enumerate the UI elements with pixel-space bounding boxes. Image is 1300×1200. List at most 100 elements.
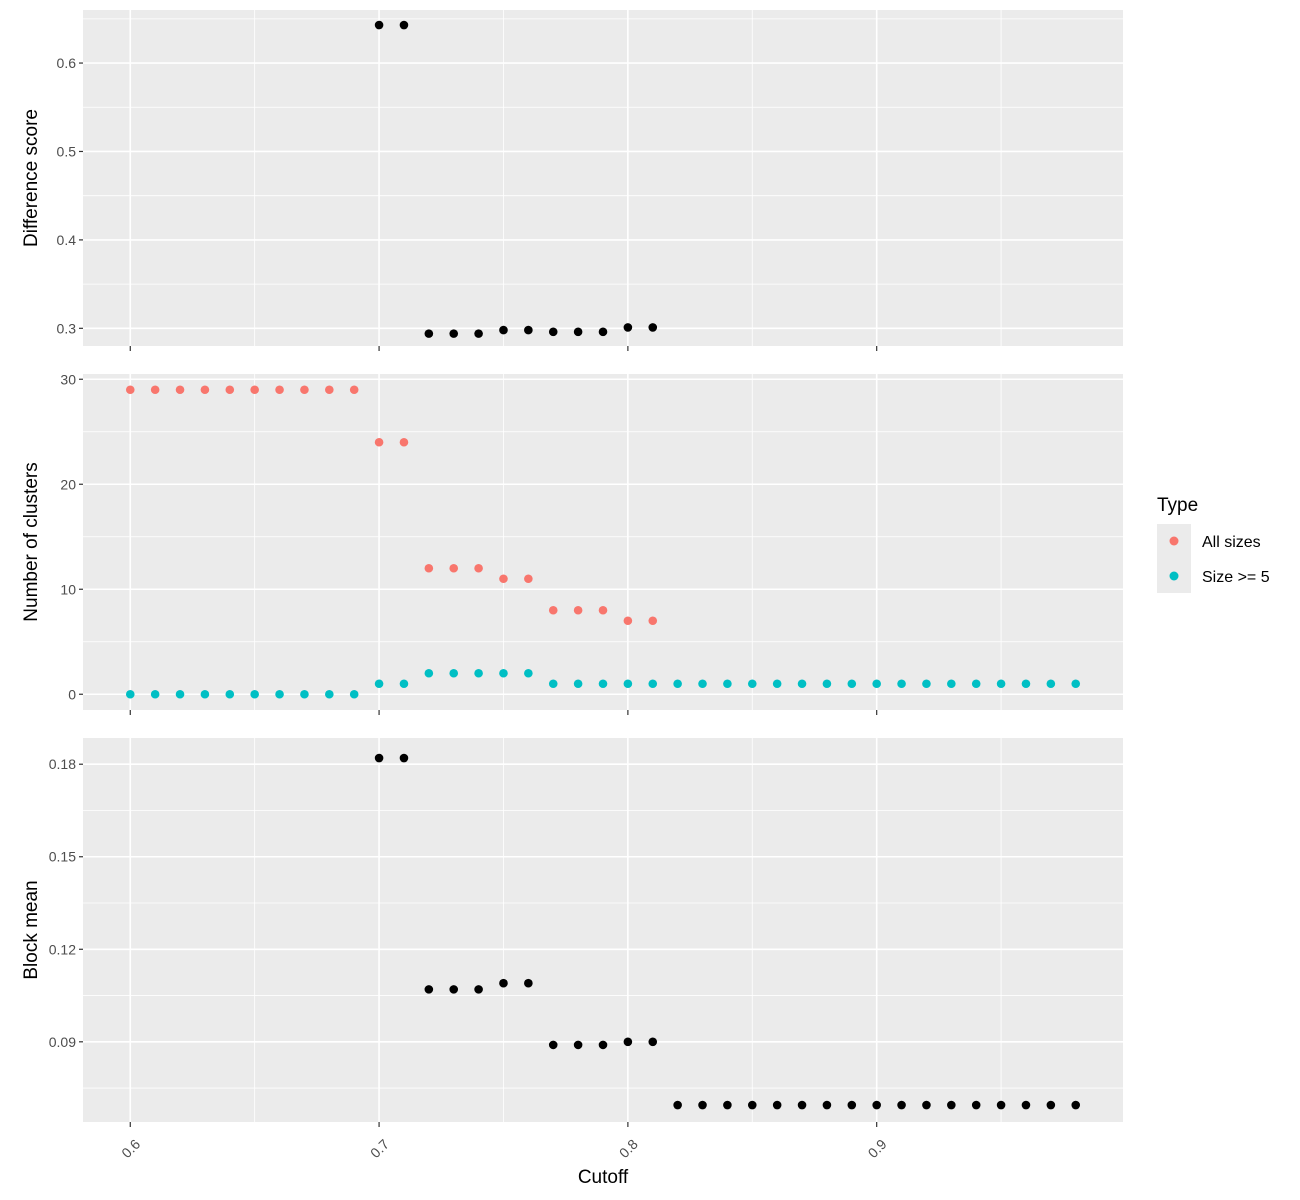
data-point-series bbox=[623, 323, 633, 332]
data-point-size-5 bbox=[175, 689, 185, 699]
data-point-all-sizes bbox=[349, 385, 359, 395]
y-tick-label: 0.15 bbox=[49, 849, 76, 865]
data-point-size-5 bbox=[1071, 679, 1081, 689]
data-point-series bbox=[524, 978, 533, 988]
data-point-size-5 bbox=[125, 689, 135, 699]
data-point-all-sizes bbox=[125, 385, 135, 395]
panel-bottom: 0.09 0.12 0.15 0.18 Block mean 0.6 0.7 0.8 0.9 bbox=[21, 738, 1123, 1161]
data-point-all-sizes bbox=[225, 385, 235, 395]
panel-middle: 0 10 20 30 Number of clusters bbox=[21, 371, 1123, 715]
panel-background bbox=[83, 738, 1123, 1122]
data-point-all-sizes bbox=[424, 563, 434, 573]
data-point-series bbox=[673, 1100, 682, 1110]
data-point-series bbox=[723, 1100, 732, 1110]
data-point-series bbox=[474, 985, 483, 994]
x-tick-label: 0.8 bbox=[616, 1136, 641, 1161]
y-tick-label: 0.4 bbox=[57, 232, 77, 248]
data-point-size-5 bbox=[822, 679, 832, 689]
data-point-size-5 bbox=[673, 679, 682, 689]
data-point-series bbox=[623, 1037, 633, 1047]
data-point-series bbox=[424, 985, 434, 994]
data-point-series bbox=[374, 753, 384, 763]
data-point-all-sizes bbox=[300, 385, 309, 395]
legend-label-size-ge-5: Size >= 5 bbox=[1202, 569, 1270, 586]
data-point-size-5 bbox=[996, 679, 1006, 689]
data-point-size-5 bbox=[524, 668, 533, 678]
data-point-all-sizes bbox=[250, 385, 259, 395]
data-point-size-5 bbox=[723, 679, 732, 689]
legend-key-background bbox=[1157, 524, 1191, 593]
y-tick-label: 0 bbox=[68, 686, 76, 702]
data-point-all-sizes bbox=[275, 385, 284, 395]
data-point-all-sizes bbox=[648, 616, 658, 626]
data-point-all-sizes bbox=[175, 385, 185, 395]
data-point-all-sizes bbox=[598, 605, 608, 615]
data-point-size-5 bbox=[648, 679, 658, 689]
y-tick-label: 10 bbox=[60, 581, 76, 597]
panel-top: 0.3 0.4 0.5 0.6 Difference score bbox=[21, 10, 1123, 351]
y-axis-title: Block mean bbox=[21, 880, 42, 979]
data-point-series bbox=[399, 20, 409, 30]
data-point-series bbox=[449, 329, 459, 338]
data-point-series bbox=[548, 327, 558, 337]
y-tick-label: 0.6 bbox=[57, 55, 77, 71]
data-point-all-sizes bbox=[399, 437, 409, 447]
data-point-series bbox=[499, 325, 508, 335]
data-point-all-sizes bbox=[200, 385, 210, 395]
data-point-size-5 bbox=[424, 668, 434, 678]
data-point-series bbox=[374, 20, 384, 30]
data-point-series bbox=[772, 1100, 782, 1110]
data-point-size-5 bbox=[250, 689, 259, 699]
data-point-series bbox=[573, 327, 583, 337]
y-axis-title: Number of clusters bbox=[21, 462, 42, 621]
y-tick-label: 0.5 bbox=[57, 143, 77, 159]
data-point-series bbox=[1046, 1100, 1056, 1110]
data-point-series bbox=[648, 323, 658, 332]
data-point-series bbox=[698, 1100, 707, 1110]
data-point-series bbox=[1071, 1100, 1081, 1110]
data-point-size-5 bbox=[325, 689, 334, 699]
data-point-series bbox=[598, 1040, 608, 1050]
data-point-size-5 bbox=[499, 668, 508, 678]
data-point-series bbox=[797, 1100, 807, 1110]
data-point-size-5 bbox=[548, 679, 558, 689]
data-point-series bbox=[1021, 1100, 1031, 1110]
legend-key-all-sizes bbox=[1169, 536, 1179, 546]
data-point-series bbox=[548, 1040, 558, 1050]
data-point-series bbox=[897, 1100, 906, 1110]
data-point-all-sizes bbox=[623, 616, 633, 626]
x-tick-label: 0.6 bbox=[118, 1136, 143, 1161]
data-point-all-sizes bbox=[499, 574, 508, 584]
y-tick-label: 20 bbox=[60, 476, 76, 492]
data-point-size-5 bbox=[349, 689, 359, 699]
data-point-series bbox=[947, 1100, 956, 1110]
x-tick-label: 0.7 bbox=[367, 1136, 392, 1161]
data-point-series bbox=[747, 1100, 757, 1110]
panel-background bbox=[83, 374, 1123, 710]
data-point-all-sizes bbox=[573, 605, 583, 615]
data-point-series bbox=[399, 753, 409, 763]
y-tick-label: 30 bbox=[60, 371, 76, 387]
data-point-size-5 bbox=[623, 679, 633, 689]
data-point-size-5 bbox=[150, 689, 160, 699]
legend-key-size-ge-5 bbox=[1169, 571, 1179, 581]
legend: Type All sizes Size >= 5 bbox=[1157, 495, 1270, 593]
data-point-series bbox=[971, 1100, 981, 1110]
data-point-size-5 bbox=[1021, 679, 1031, 689]
data-point-all-sizes bbox=[449, 563, 459, 573]
data-point-size-5 bbox=[225, 689, 235, 699]
data-point-size-5 bbox=[922, 679, 931, 689]
y-tick-label: 0.3 bbox=[57, 320, 77, 336]
data-point-size-5 bbox=[872, 679, 881, 689]
data-point-size-5 bbox=[797, 679, 807, 689]
data-point-size-5 bbox=[847, 679, 857, 689]
legend-title: Type bbox=[1157, 495, 1198, 516]
data-point-series bbox=[474, 329, 483, 338]
data-point-size-5 bbox=[573, 679, 583, 689]
data-point-all-sizes bbox=[548, 605, 558, 615]
data-point-size-5 bbox=[698, 679, 707, 689]
data-point-size-5 bbox=[374, 679, 384, 689]
y-tick-label: 0.09 bbox=[49, 1034, 76, 1050]
